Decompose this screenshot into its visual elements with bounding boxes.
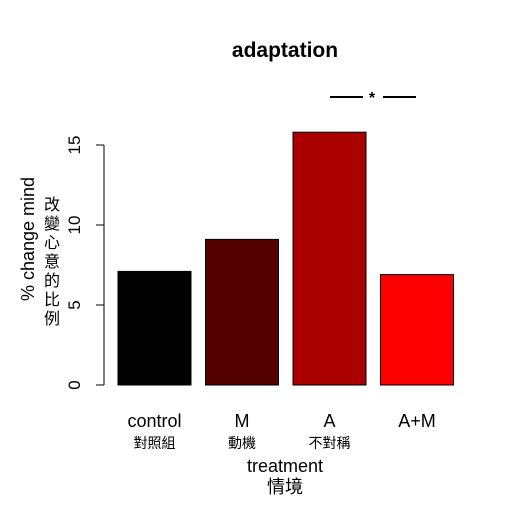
- bar-a: [292, 131, 367, 386]
- x-tick-label: A+M: [398, 411, 436, 431]
- bars: [117, 131, 454, 386]
- x-tick-label: A: [323, 411, 335, 431]
- y-axis-label: % change mind: [18, 177, 38, 301]
- y-tick-label: 15: [65, 136, 84, 155]
- x-axis-label-secondary: 情境: [267, 477, 303, 498]
- bar-a-m: [380, 274, 454, 386]
- y-tick-label: 0: [65, 380, 84, 389]
- x-tick-label-secondary: 動機: [228, 436, 256, 452]
- x-tick-label-secondary: 不對稱: [309, 436, 351, 452]
- bar-m: [205, 238, 279, 386]
- x-tick-label: M: [235, 411, 250, 431]
- y-ticks: 0 5 10 15: [65, 136, 104, 390]
- y-tick-label: 10: [65, 216, 84, 235]
- x-axis-label: treatment: [247, 456, 323, 476]
- y-tick-label: 5: [65, 300, 84, 309]
- x-tick-label-secondary: 對照組: [134, 436, 176, 452]
- x-tick-label: control: [127, 411, 181, 431]
- chart-title: adaptation: [232, 39, 338, 62]
- x-categories: control 對照組 M 動機 A 不對稱 A+M: [127, 411, 435, 452]
- significance-star: *: [369, 90, 376, 107]
- y-axis-label-secondary: 改變心意的比例: [44, 195, 60, 328]
- significance-marker: *: [330, 90, 416, 107]
- bar-control: [117, 270, 192, 386]
- y-axis-label-group: % change mind 改變心意的比例: [18, 177, 60, 328]
